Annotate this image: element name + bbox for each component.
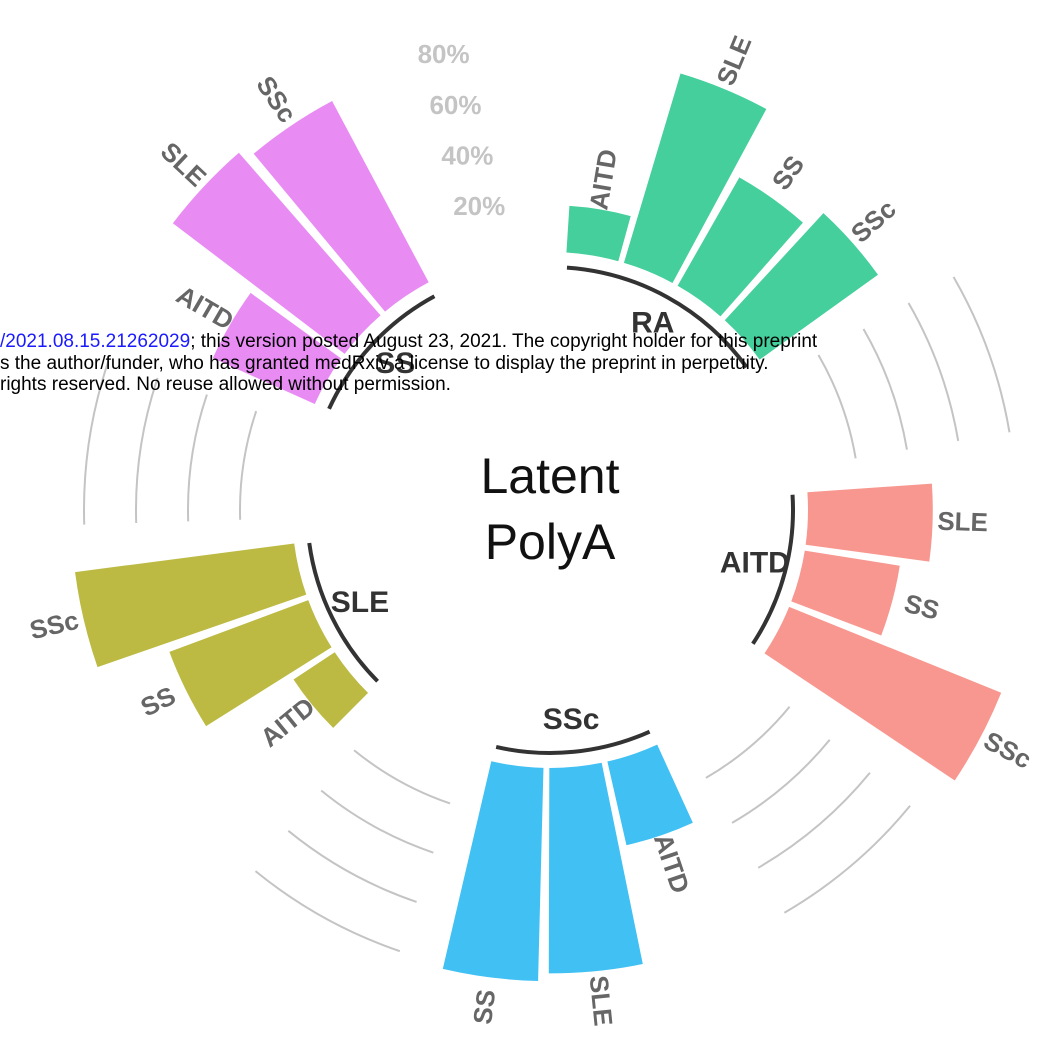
bar-label: SLE <box>937 506 989 538</box>
y-tick-label: 80% <box>418 39 470 69</box>
y-tick-label: 20% <box>453 191 505 221</box>
y-tick-label: 40% <box>441 140 493 170</box>
center-title: PolyA <box>485 514 616 570</box>
watermark-line: /2021.08.15.21262029; this version poste… <box>0 331 818 352</box>
group-label: RA <box>631 307 674 340</box>
grid-arc <box>239 410 258 520</box>
grid-arc <box>254 870 401 953</box>
watermark-link: /2021.08.15.21262029 <box>0 331 190 352</box>
grid-arc <box>862 328 908 450</box>
watermark-text: ; this version posted August 23, 2021. T… <box>190 331 818 352</box>
bar <box>172 152 381 354</box>
bar-label: SS <box>766 150 811 196</box>
bar-label: SLE <box>584 974 619 1027</box>
bar-label: AITD <box>583 147 623 212</box>
grid-arc <box>287 830 417 903</box>
group-label: SS <box>375 347 415 380</box>
grid-arc <box>353 749 451 805</box>
bar <box>293 652 369 728</box>
grid-arc <box>817 354 857 459</box>
group-arc <box>751 494 795 645</box>
bar-label: SLE <box>155 136 212 192</box>
bar <box>764 606 1002 781</box>
bar <box>623 73 767 283</box>
y-tick-label: 60% <box>429 90 481 120</box>
bar <box>253 101 429 312</box>
bar-label: SSc <box>845 194 902 249</box>
bar <box>805 483 933 562</box>
watermark-line: rights reserved. No reuse allowed withou… <box>0 374 451 395</box>
grid-arc <box>952 276 1011 433</box>
bar <box>212 292 342 405</box>
bar-label: SSc <box>27 605 82 646</box>
bar <box>607 744 693 846</box>
grid-arc <box>783 805 911 914</box>
grid-arc <box>320 789 434 854</box>
bar <box>548 762 643 974</box>
bar-label: AITD <box>648 830 696 897</box>
grid-arc <box>731 739 831 824</box>
group-arc <box>566 265 749 369</box>
bar-label: SSc <box>250 71 302 129</box>
grid-arc <box>757 772 871 869</box>
bar <box>169 600 332 727</box>
watermark-line: s the author/funder, who has granted med… <box>0 353 769 374</box>
bar-label: SS <box>467 988 501 1026</box>
bar-label: SS <box>901 588 942 626</box>
grid-arc <box>705 706 791 779</box>
grid-arc <box>187 394 208 522</box>
grid-arc <box>907 302 960 442</box>
grid-arc <box>83 361 110 525</box>
bar-label: SSc <box>979 725 1036 775</box>
group-label: AITD <box>720 546 790 579</box>
bar-label: SS <box>136 680 180 722</box>
bar <box>566 205 631 262</box>
center-title: Latent <box>480 448 619 504</box>
group-label: SLE <box>331 586 389 619</box>
bar <box>677 177 803 317</box>
bar <box>724 213 878 360</box>
group-arc <box>307 542 379 683</box>
group-label: SSc <box>543 703 600 736</box>
bar-label: SLE <box>710 31 757 89</box>
grid-arc <box>135 377 159 524</box>
bar <box>791 550 900 636</box>
group-arc <box>495 729 651 755</box>
bar <box>75 543 307 668</box>
bar <box>442 761 544 982</box>
group-arc <box>327 294 436 410</box>
